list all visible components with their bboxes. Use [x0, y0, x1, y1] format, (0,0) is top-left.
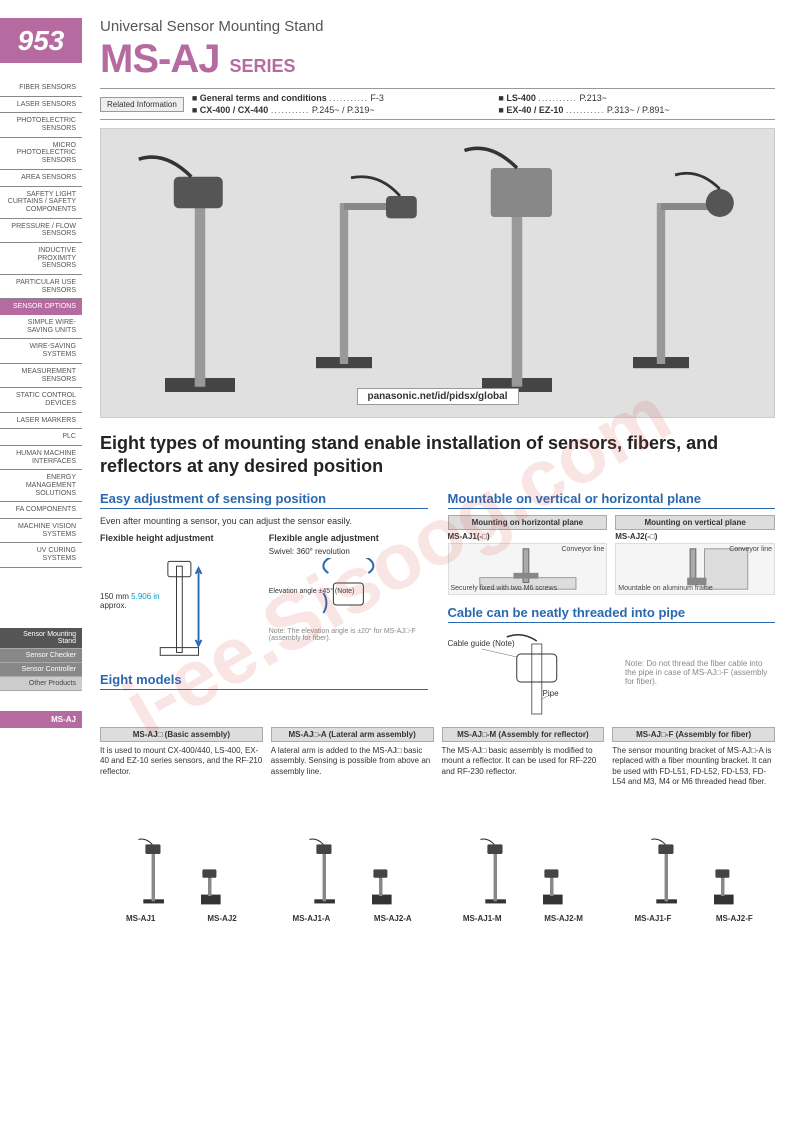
sidebar-item[interactable]: INDUCTIVE PROXIMITY SENSORS: [0, 243, 82, 275]
elevation-text: Elevation angle ±45° (Note): [269, 588, 355, 595]
title-main: MS-AJ: [100, 37, 219, 82]
stand-illustration-4: [605, 161, 745, 385]
model-figure: [100, 800, 263, 910]
main-heading: Eight types of mounting stand enable ins…: [100, 432, 775, 479]
sidebar-sub-item[interactable]: Other Products: [0, 677, 82, 691]
angle-adj-label: Flexible angle adjustment: [269, 533, 428, 543]
stand-illustration-1: [130, 133, 270, 413]
cable-note: Note: Do not thread the fiber cable into…: [625, 659, 775, 686]
model-column: MS-AJ□-F (Assembly for fiber) The sensor …: [612, 727, 775, 923]
model-labels: MS-AJ1-MMS-AJ2-M: [442, 914, 605, 923]
sidebar-sub-item[interactable]: Sensor Checker: [0, 649, 82, 663]
sidebar-item[interactable]: AREA SENSORS: [0, 170, 82, 187]
sidebar-item[interactable]: MEASUREMENT SENSORS: [0, 364, 82, 388]
conveyor-label: Conveyor line: [561, 546, 604, 553]
cable-guide-label: Cable guide (Note): [448, 639, 515, 648]
sidebar-item[interactable]: STATIC CONTROL DEVICES: [0, 388, 82, 412]
sidebar-sub-item[interactable]: Sensor Controller: [0, 663, 82, 677]
mount-horiz-caption: Securely fixed with two M6 screws: [451, 585, 558, 592]
related-link[interactable]: General terms and conditions ...........…: [192, 93, 469, 103]
angle-adj-figure: Elevation angle ±45° (Note): [269, 558, 428, 628]
sidebar-item[interactable]: SAFETY LIGHT CURTAINS / SAFETY COMPONENT…: [0, 187, 82, 219]
eight-models-title: Eight models: [100, 672, 428, 690]
feature-mountable: Mountable on vertical or horizontal plan…: [448, 491, 776, 719]
sidebar-item[interactable]: UV CURING SYSTEMS: [0, 543, 82, 567]
height-approx: approx.: [100, 601, 127, 610]
model-figure: [442, 800, 605, 910]
cable-figure: Cable guide (Note) Pipe Note: Do not thr…: [448, 629, 776, 719]
model-column: MS-AJ□-A (Lateral arm assembly) A lateral…: [271, 727, 434, 923]
mount-vert-figure: Mountable on aluminum frame Conveyor lin…: [615, 543, 775, 595]
sidebar-item[interactable]: ENERGY MANAGEMENT SOLUTIONS: [0, 470, 82, 502]
model-column: MS-AJ□-M (Assembly for reflector) The MS-…: [442, 727, 605, 923]
sidebar-item[interactable]: FIBER SENSORS: [0, 80, 82, 97]
feature-title: Easy adjustment of sensing position: [100, 491, 428, 509]
model-labels: MS-AJ1MS-AJ2: [100, 914, 263, 923]
main-content: Universal Sensor Mounting Stand MS-AJ SE…: [100, 18, 775, 923]
model-column: MS-AJ□ (Basic assembly) It is used to mou…: [100, 727, 263, 923]
sidebar-item[interactable]: PARTICULAR USE SENSORS: [0, 275, 82, 299]
height-adj-figure: 150 mm 5.906 in approx.: [100, 547, 259, 662]
sidebar-item[interactable]: SENSOR OPTIONS: [0, 299, 82, 315]
hero-url[interactable]: panasonic.net/id/pidsx/global: [356, 388, 518, 405]
model-labels: MS-AJ1-AMS-AJ2-A: [271, 914, 434, 923]
related-link[interactable]: LS-400 ........... P.213~: [498, 93, 775, 103]
mount-vert-label: Mounting on vertical plane: [615, 515, 775, 530]
mount-vert-caption: Mountable on aluminum frame: [618, 585, 713, 592]
model-description: It is used to mount CX-400/440, LS-400, …: [100, 746, 263, 794]
height-adj-label: Flexible height adjustment: [100, 533, 259, 543]
related-info-button[interactable]: Related Information: [100, 97, 184, 112]
hero-image: panasonic.net/id/pidsx/global: [100, 128, 775, 418]
sidebar-product-label: MS-AJ: [0, 711, 82, 728]
mount-horiz-label: Mounting on horizontal plane: [448, 515, 608, 530]
mount-vert-model: MS-AJ2(-□): [615, 532, 775, 541]
sidebar-item[interactable]: PHOTOELECTRIC SENSORS: [0, 113, 82, 137]
page-number: 953: [0, 18, 82, 63]
sidebar-item[interactable]: WIRE-SAVING SYSTEMS: [0, 339, 82, 363]
stand-illustration-3: [447, 133, 587, 413]
feature-body: Even after mounting a sensor, you can ad…: [100, 515, 428, 527]
header-title: MS-AJ SERIES: [100, 37, 775, 82]
mount-horiz-figure: Securely fixed with two M6 screws Convey…: [448, 543, 608, 595]
feature-cable-title: Cable can be neatly threaded into pipe: [448, 605, 776, 623]
sidebar: FIBER SENSORSLASER SENSORSPHOTOELECTRIC …: [0, 80, 82, 728]
header-subtitle: Universal Sensor Mounting Stand: [100, 18, 775, 35]
model-header: MS-AJ□ (Basic assembly): [100, 727, 263, 742]
sidebar-item[interactable]: MACHINE VISION SYSTEMS: [0, 519, 82, 543]
related-link[interactable]: EX-40 / EZ-10 ........... P.313~ / P.891…: [498, 105, 775, 115]
model-description: A lateral arm is added to the MS-AJ□ bas…: [271, 746, 434, 794]
pipe-label: Pipe: [543, 689, 559, 698]
sidebar-item[interactable]: PRESSURE / FLOW SENSORS: [0, 219, 82, 243]
model-header: MS-AJ□-F (Assembly for fiber): [612, 727, 775, 742]
feature-mount-title: Mountable on vertical or horizontal plan…: [448, 491, 776, 509]
height-dim-in: 5.906 in: [131, 592, 159, 601]
model-header: MS-AJ□-M (Assembly for reflector): [442, 727, 605, 742]
sidebar-item[interactable]: PLC: [0, 429, 82, 446]
related-info-bar: Related Information General terms and co…: [100, 88, 775, 120]
model-labels: MS-AJ1-FMS-AJ2-F: [612, 914, 775, 923]
sidebar-sub-item[interactable]: Sensor Mounting Stand: [0, 628, 82, 649]
model-figure: [612, 800, 775, 910]
stand-illustration-2: [288, 161, 428, 385]
model-header: MS-AJ□-A (Lateral arm assembly): [271, 727, 434, 742]
elevation-note: Note: The elevation angle is ±20° for MS…: [269, 628, 428, 642]
sidebar-item[interactable]: HUMAN MACHINE INTERFACES: [0, 446, 82, 470]
conveyor-label-2: Conveyor line: [729, 546, 772, 553]
related-link[interactable]: CX-400 / CX-440 ........... P.245~ / P.3…: [192, 105, 469, 115]
model-description: The MS-AJ□ basic assembly is modified to…: [442, 746, 605, 794]
swivel-text: Swivel: 360° revolution: [269, 547, 428, 556]
sidebar-item[interactable]: LASER MARKERS: [0, 413, 82, 430]
model-figure: [271, 800, 434, 910]
sidebar-item[interactable]: SIMPLE WIRE-SAVING UNITS: [0, 315, 82, 339]
feature-easy-adjust: Easy adjustment of sensing position Even…: [100, 491, 428, 719]
sidebar-item[interactable]: FA COMPONENTS: [0, 502, 82, 519]
height-dim: 150 mm: [100, 592, 129, 601]
mount-horiz-model: MS-AJ1(-□): [448, 532, 608, 541]
sidebar-item[interactable]: MICRO PHOTOELECTRIC SENSORS: [0, 138, 82, 170]
model-description: The sensor mounting bracket of MS-AJ□-A …: [612, 746, 775, 794]
sidebar-item[interactable]: LASER SENSORS: [0, 97, 82, 114]
title-series: SERIES: [229, 56, 295, 77]
